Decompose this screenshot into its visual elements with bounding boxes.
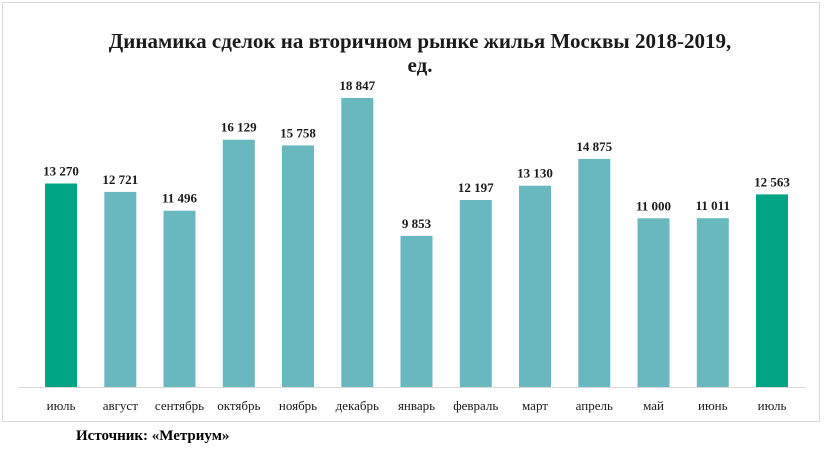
- category-label: июнь: [698, 398, 728, 413]
- bar: [163, 210, 196, 387]
- category-label: апрель: [576, 398, 613, 413]
- bar: [756, 194, 788, 387]
- data-label: 9 853: [402, 216, 432, 231]
- source-note: Источник: «Метриум»: [76, 428, 230, 444]
- bar: [282, 145, 314, 387]
- data-label: 15 758: [280, 125, 316, 140]
- bar: [459, 200, 492, 387]
- bar: [104, 191, 137, 387]
- data-label: 11 496: [162, 191, 198, 206]
- chart-title-unit: ед.: [407, 53, 433, 77]
- bar: [637, 218, 670, 387]
- category-label: июль: [47, 398, 76, 413]
- category-label: июль: [758, 398, 787, 413]
- category-label: май: [643, 398, 664, 413]
- category-label: сентябрь: [155, 398, 204, 413]
- data-label: 13 270: [43, 164, 79, 179]
- data-label: 18 847: [339, 78, 375, 93]
- data-label: 13 130: [517, 166, 553, 181]
- category-label: ноябрь: [279, 398, 317, 413]
- category-label: март: [522, 398, 548, 413]
- data-label: 11 000: [636, 198, 671, 213]
- data-label: 12 721: [102, 172, 138, 187]
- category-label: февраль: [453, 398, 498, 413]
- category-label: декабрь: [336, 398, 379, 413]
- bar: [696, 218, 729, 387]
- bar: [341, 98, 374, 387]
- data-label: 12 197: [458, 180, 494, 195]
- bar: [400, 235, 433, 387]
- data-label: 16 129: [221, 120, 257, 135]
- bar: [45, 183, 77, 387]
- category-label: август: [103, 398, 139, 413]
- category-label: октябрь: [217, 398, 260, 413]
- category-label: январь: [398, 398, 435, 413]
- bar: [578, 158, 611, 387]
- data-label: 14 875: [576, 139, 612, 154]
- bar: [519, 185, 551, 387]
- bar: [222, 139, 255, 387]
- chart-title: Динамика сделок на вторичном рынке жилья…: [108, 29, 732, 53]
- data-label: 11 011: [696, 198, 730, 213]
- data-label: 12 563: [754, 174, 790, 189]
